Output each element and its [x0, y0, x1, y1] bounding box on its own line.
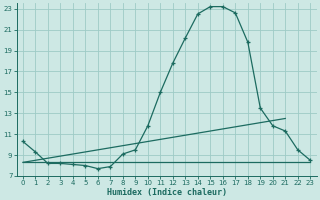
X-axis label: Humidex (Indice chaleur): Humidex (Indice chaleur) — [107, 188, 227, 197]
